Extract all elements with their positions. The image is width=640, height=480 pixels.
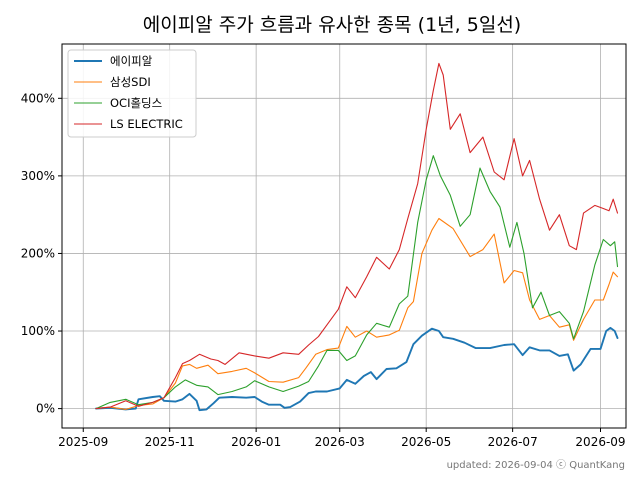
y-tick-label: 100% [21,324,55,338]
series-line-4 [95,62,619,410]
legend-label-1: 에이피알 [110,54,153,68]
y-tick-label: 300% [21,169,55,183]
legend-label-4: LS ELECTRIC [110,117,183,131]
legend-label-3: OCI홀딩스 [110,96,162,110]
y-tick-label: 200% [21,246,55,260]
x-axis: 2025-09 2025-11 2026-01 2026-03 2026-05 2026-… [58,428,626,449]
x-tick-label: 2026-01 [231,435,281,449]
x-tick-label: 2025-09 [58,435,108,449]
x-tick-label: 2026-09 [575,435,625,449]
x-tick-label: 2026-03 [315,435,365,449]
series-line-2 [95,217,619,410]
series-line-3 [95,155,619,410]
y-tick-label: 0% [36,402,55,416]
x-tick-label: 2026-05 [401,435,451,449]
footnote: updated: 2026-09-04 ⓒ QuantKang [447,459,625,471]
series-line-1 [95,326,619,412]
x-tick-label: 2025-11 [145,435,195,449]
plot-frame [61,43,627,429]
y-tick-label: 400% [21,91,55,105]
legend-label-2: 삼성SDI [110,75,151,89]
chart-title: 에이피알 주가 흐름과 유사한 종목 (1년, 5일선) [143,14,521,36]
legend-box [67,49,197,138]
series-group [95,62,619,412]
x-tick-label: 2026-07 [488,435,538,449]
y-axis: 0% 100% 200% 300% 400% [21,91,62,416]
